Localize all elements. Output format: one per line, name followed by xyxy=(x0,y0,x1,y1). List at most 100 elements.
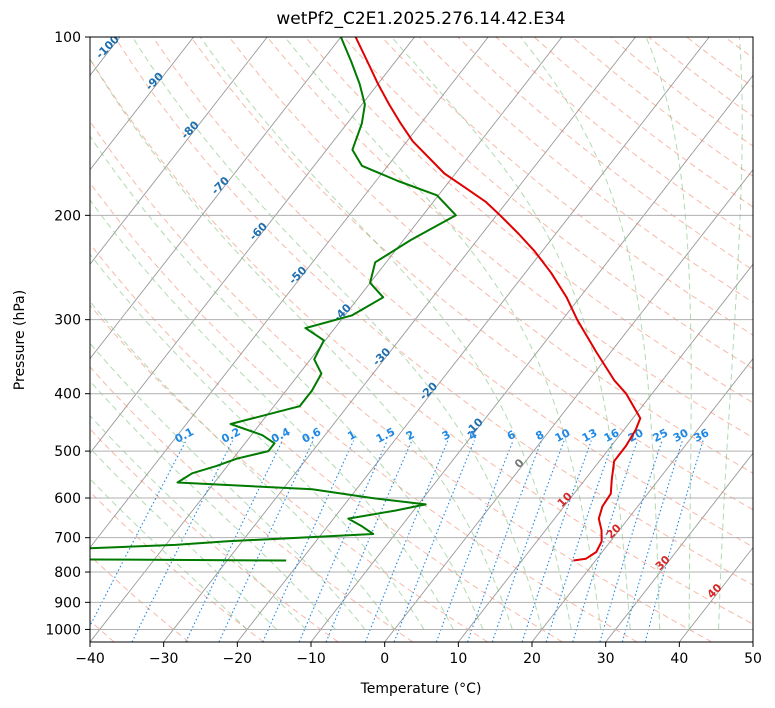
dewpoint-profile xyxy=(90,37,457,562)
adiabat-label: 30 xyxy=(653,553,673,573)
moist-adiabat xyxy=(90,135,484,630)
mixing-ratio-label: 8 xyxy=(533,428,546,443)
adiabat-label: 40 xyxy=(705,581,725,601)
mixing-ratio-line xyxy=(621,440,683,642)
x-tick-label: −20 xyxy=(223,651,253,667)
dry-adiabat xyxy=(90,181,638,642)
mixing-ratio-label: 25 xyxy=(651,426,671,445)
moist-adiabat xyxy=(132,37,543,630)
x-tick-label: −40 xyxy=(75,651,105,667)
mixing-ratio-label: 30 xyxy=(671,426,691,445)
adiabat-label: -30 xyxy=(370,345,393,368)
mixing-ratio-label: 2 xyxy=(404,428,417,443)
dry-adiabat xyxy=(381,37,753,336)
x-tick-label: 0 xyxy=(380,651,389,667)
isotherm xyxy=(90,37,415,454)
dry-adiabat xyxy=(419,37,753,303)
mixing-ratio-line xyxy=(644,440,704,642)
isotherm xyxy=(605,452,753,642)
isotherm xyxy=(531,357,753,642)
mixing-ratio-line xyxy=(90,440,187,628)
x-tick-label: 20 xyxy=(523,651,541,667)
isotherm xyxy=(90,37,194,171)
adiabat-label: 0 xyxy=(512,456,527,471)
x-tick-label: 10 xyxy=(449,651,467,667)
adiabat-label: -70 xyxy=(209,174,232,197)
dry-adiabat xyxy=(90,58,753,625)
mixing-ratio-label: 16 xyxy=(602,426,622,445)
moist-adiabat xyxy=(199,37,572,630)
mixing-ratio-label: 1.5 xyxy=(374,425,397,446)
y-tick-label: 900 xyxy=(54,595,81,611)
dry-adiabat xyxy=(90,304,488,642)
dry-adiabat xyxy=(152,37,753,548)
y-tick-label: 400 xyxy=(54,387,81,403)
moist-adiabat xyxy=(90,58,513,630)
mixing-ratio-line xyxy=(491,440,565,642)
adiabat-label: -90 xyxy=(143,70,166,93)
mixing-ratio-line xyxy=(599,440,663,642)
mixing-ratio-line xyxy=(325,440,413,642)
mixing-ratio-label: 6 xyxy=(505,428,518,443)
moist-adiabat xyxy=(90,380,336,630)
moist-adiabat xyxy=(90,447,277,630)
moist-adiabat xyxy=(520,37,661,630)
moist-adiabat xyxy=(284,37,602,630)
isotherm xyxy=(163,37,636,642)
isotherm xyxy=(457,263,753,642)
y-tick-label: 300 xyxy=(54,313,81,329)
moist-adiabat xyxy=(90,300,395,630)
mixing-ratio-line xyxy=(572,440,638,642)
mixing-ratio-line xyxy=(262,440,355,642)
profiles xyxy=(90,37,642,562)
dry-adiabat xyxy=(343,37,753,370)
dry-adiabat xyxy=(763,37,775,642)
temperature-profile xyxy=(354,37,642,562)
adiabat-label: -10 xyxy=(463,415,486,438)
moist-adiabat xyxy=(90,253,425,630)
dry-adiabat xyxy=(190,37,753,511)
dry-adiabat xyxy=(228,37,753,474)
dry-adiabat xyxy=(304,37,753,404)
y-tick-label: 700 xyxy=(54,531,81,547)
adiabat-label: -60 xyxy=(247,220,270,243)
mixing-ratio-label: 1 xyxy=(346,428,359,443)
mixing-ratio-label: 0.1 xyxy=(173,425,196,446)
dry-adiabat xyxy=(90,243,563,642)
x-axis-label: Temperature (°C) xyxy=(360,681,482,697)
y-tick-label: 600 xyxy=(54,491,81,507)
y-axis-label: Pressure (hPa) xyxy=(12,290,28,390)
isotherm xyxy=(90,37,489,549)
x-tick-label: −30 xyxy=(149,651,179,667)
dry-adiabat xyxy=(114,37,753,586)
dry-adiabat xyxy=(90,120,712,642)
mixing-ratio-label: 36 xyxy=(692,426,712,445)
dry-adiabat xyxy=(533,37,753,208)
adiabat-label: -20 xyxy=(417,379,440,402)
moist-adiabat xyxy=(90,342,366,630)
dry-adiabat xyxy=(90,428,339,642)
moist-adiabat xyxy=(90,414,307,630)
isotherm xyxy=(752,641,753,642)
adiabat-label: -50 xyxy=(286,264,309,287)
moist-adiabat xyxy=(645,37,692,630)
x-tick-label: 50 xyxy=(744,651,762,667)
adiabat-label: 10 xyxy=(555,490,575,510)
plot-frame xyxy=(89,36,754,643)
y-tick-label: 800 xyxy=(54,565,81,581)
y-tick-label: 1000 xyxy=(45,622,81,638)
mixing-ratio-label: 10 xyxy=(553,426,573,445)
y-tick-label: 100 xyxy=(54,30,81,46)
background-lines xyxy=(90,37,775,642)
dry-adiabat xyxy=(90,554,190,642)
isotherm xyxy=(90,37,342,360)
x-tick-label: −10 xyxy=(296,651,326,667)
adiabat-label: -80 xyxy=(179,118,202,141)
mixing-ratio-line xyxy=(298,440,388,642)
mixing-ratio-line xyxy=(131,440,234,642)
mixing-ratio-label: 3 xyxy=(440,428,453,443)
moist-adiabat xyxy=(90,199,454,630)
x-axis: −40 −30 −20 −10 0 10 20 30 40 50 xyxy=(75,642,762,667)
mixing-ratio-line xyxy=(521,440,592,642)
